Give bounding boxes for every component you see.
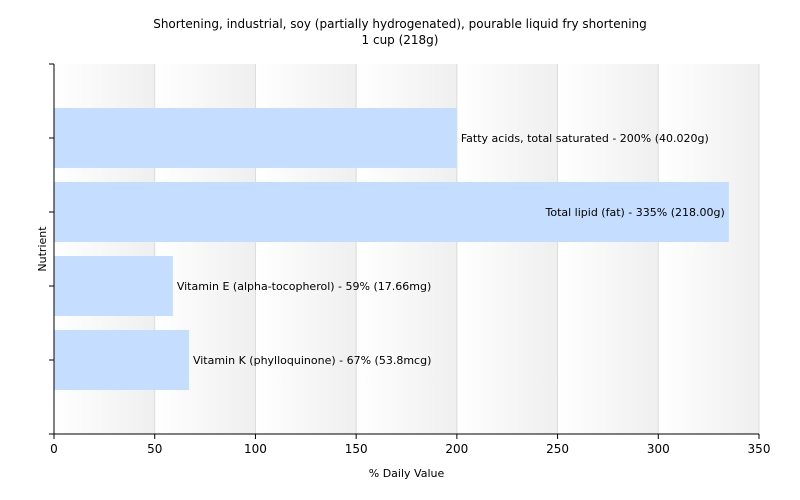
x-tick-label: 100 [244, 442, 267, 456]
chart-title-text: Shortening, industrial, soy (partially h… [153, 17, 647, 31]
chart-title: Shortening, industrial, soy (partially h… [0, 16, 800, 48]
bar [54, 256, 173, 316]
bar [54, 182, 729, 242]
data-label: Fatty acids, total saturated - 200% (40.… [461, 132, 709, 145]
x-tick-label: 250 [546, 442, 569, 456]
x-tick-label: 50 [147, 442, 162, 456]
x-tick-label: 200 [445, 442, 468, 456]
plot-background-band [658, 64, 759, 434]
bar [54, 108, 457, 168]
bar [54, 330, 189, 390]
data-label: Vitamin E (alpha-tocopherol) - 59% (17.6… [177, 280, 431, 293]
chart-subtitle: 1 cup (218g) [361, 33, 439, 47]
plot-background-band [456, 64, 558, 434]
y-axis-title: Nutrient [36, 226, 49, 272]
x-tick-label: 0 [50, 442, 58, 456]
x-axis-title: % Daily Value [369, 467, 445, 480]
x-tick-label: 350 [748, 442, 771, 456]
x-tick-label: 150 [345, 442, 368, 456]
data-label: Total lipid (fat) - 335% (218.00g) [544, 206, 724, 219]
x-tick-label: 300 [647, 442, 670, 456]
data-label: Vitamin K (phylloquinone) - 67% (53.8mcg… [193, 354, 431, 367]
plot-background-band [557, 64, 659, 434]
